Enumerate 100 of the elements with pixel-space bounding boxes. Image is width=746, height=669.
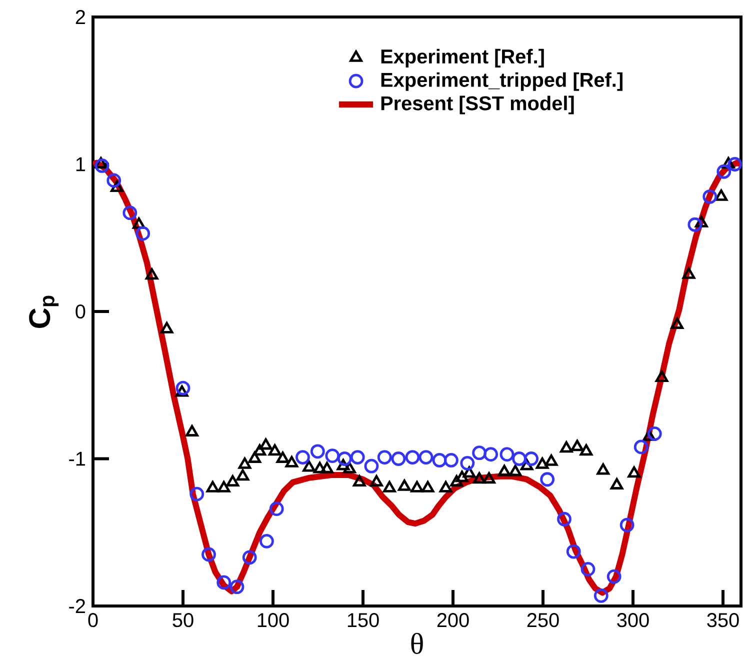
point	[405, 450, 420, 464]
point	[596, 463, 610, 475]
x-tick-label: 300	[617, 613, 649, 628]
point	[353, 475, 366, 487]
point	[566, 544, 581, 559]
point	[236, 469, 250, 481]
point	[421, 481, 434, 492]
point	[570, 440, 584, 452]
x-tick-label: 0	[88, 613, 98, 628]
x-tick-label: 100	[258, 613, 289, 628]
point	[269, 502, 284, 516]
point	[176, 380, 190, 396]
point	[508, 464, 522, 476]
point	[336, 458, 350, 470]
point	[670, 318, 684, 329]
point	[472, 472, 486, 484]
point	[230, 580, 244, 594]
point	[238, 457, 252, 469]
point	[217, 481, 230, 492]
point	[500, 447, 514, 462]
point	[439, 481, 452, 492]
point	[498, 464, 511, 476]
point	[462, 466, 476, 478]
point	[268, 444, 282, 456]
point	[242, 550, 257, 565]
legend-label: Experiment [Ref.]	[381, 48, 544, 68]
point	[94, 157, 108, 168]
point	[186, 425, 198, 436]
point	[320, 462, 334, 474]
point	[702, 189, 718, 204]
point	[410, 481, 424, 492]
x-tick-label: 50	[172, 613, 194, 628]
point	[655, 370, 668, 382]
point	[377, 450, 392, 464]
point	[337, 452, 352, 466]
y-axis-title: C$_{p}$	[29, 296, 59, 328]
point	[253, 444, 266, 456]
point	[383, 481, 396, 492]
x-tick-label: 200	[437, 613, 469, 628]
x-axis-title: θ	[411, 632, 423, 654]
point	[176, 385, 188, 397]
point	[206, 481, 220, 492]
point	[557, 512, 572, 526]
point	[190, 486, 204, 502]
point	[259, 438, 272, 450]
point	[695, 216, 708, 228]
legend-label: Present [SST model]	[381, 96, 574, 114]
point	[606, 569, 622, 584]
point	[110, 180, 124, 192]
point	[620, 518, 634, 532]
point	[544, 454, 558, 466]
point	[370, 475, 383, 487]
point	[94, 158, 110, 173]
point	[647, 426, 662, 441]
point	[580, 562, 596, 576]
point	[136, 226, 150, 241]
y-tick-label: 1	[76, 157, 86, 172]
point	[520, 458, 534, 470]
point	[248, 452, 262, 463]
point	[276, 452, 290, 463]
point	[560, 441, 573, 453]
point	[580, 444, 593, 456]
point	[122, 206, 138, 220]
point	[540, 472, 555, 487]
x-tick-label: 250	[527, 613, 559, 628]
point	[260, 534, 274, 548]
point	[391, 452, 406, 466]
point	[722, 157, 735, 168]
point	[594, 588, 608, 603]
x-tick-label: 150	[348, 613, 379, 628]
point	[472, 446, 486, 460]
legend-label: Experiment_tripped [Ref.]	[381, 72, 622, 91]
point	[714, 189, 728, 201]
point	[484, 447, 498, 462]
point	[716, 164, 732, 179]
point	[160, 322, 174, 334]
point	[524, 452, 539, 466]
point	[350, 450, 365, 464]
point	[310, 444, 325, 459]
y-tick-label: 0	[76, 304, 86, 319]
point	[145, 268, 158, 280]
point	[364, 458, 379, 474]
point	[688, 217, 702, 232]
point	[132, 217, 146, 229]
point	[226, 475, 240, 487]
point	[296, 450, 310, 464]
point	[432, 453, 447, 468]
point	[302, 460, 316, 472]
point	[285, 456, 298, 468]
x-tick-label: 350	[707, 613, 739, 628]
point	[343, 462, 356, 474]
point	[482, 472, 496, 484]
point	[444, 453, 458, 468]
point	[628, 466, 640, 478]
point	[216, 575, 232, 590]
point	[460, 456, 475, 470]
point	[106, 173, 122, 188]
point	[202, 547, 216, 562]
point	[610, 478, 624, 490]
point	[682, 267, 696, 279]
